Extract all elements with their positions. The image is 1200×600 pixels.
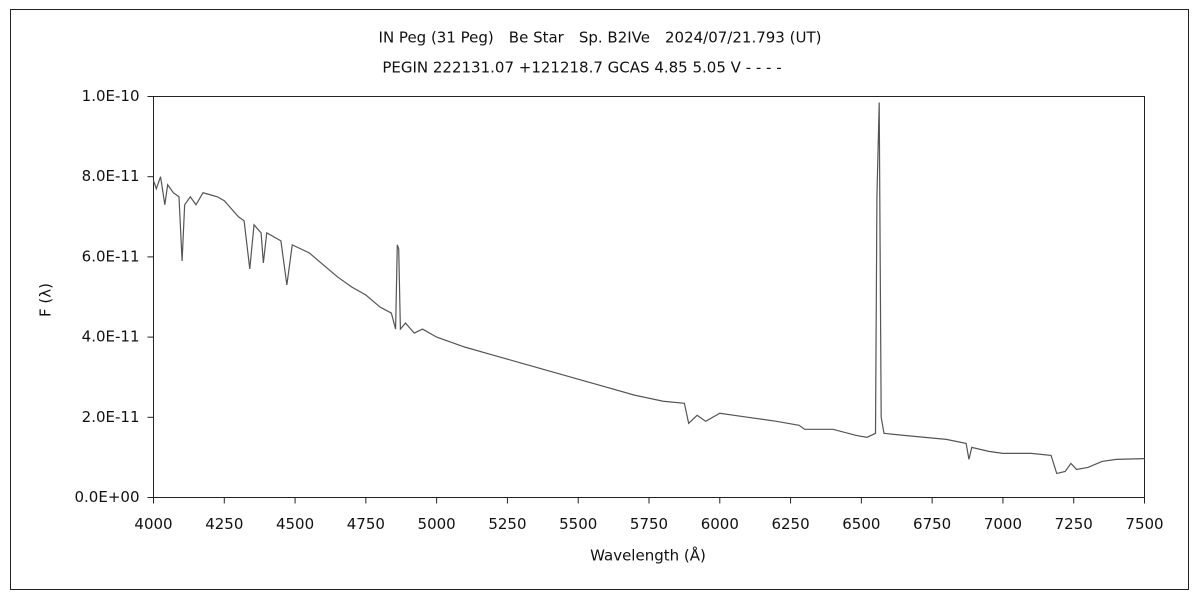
y-tick-label: 6.0E-11	[82, 247, 140, 265]
x-tick-label: 6250	[771, 515, 809, 533]
x-tick-label: 4500	[276, 515, 314, 533]
y-tick-label: 0.0E+00	[75, 488, 140, 506]
y-axis-label: F (λ)	[37, 283, 55, 317]
x-tick-label: 5000	[418, 515, 456, 533]
y-tick-label: 8.0E-11	[82, 167, 140, 185]
chart-subtitle: PEGIN 222131.07 +121218.7 GCAS 4.85 5.05…	[382, 59, 781, 77]
x-axis-label: Wavelength (Å)	[590, 546, 706, 565]
x-tick-label: 4250	[205, 515, 243, 533]
x-tick-label: 5750	[630, 515, 668, 533]
chart-title: IN Peg (31 Peg) Be Star Sp. B2IVe 2024/0…	[379, 29, 822, 47]
spectrum-line	[152, 102, 1145, 475]
plot-frame	[153, 96, 1145, 498]
y-tick-label: 4.0E-11	[82, 328, 140, 346]
x-tick-label: 4000	[134, 515, 172, 533]
x-tick-label: 7250	[1055, 515, 1093, 533]
x-tick-label: 6750	[913, 515, 951, 533]
x-tick-label: 7500	[1125, 515, 1163, 533]
x-tick-label: 5500	[559, 515, 597, 533]
x-tick-label: 5250	[488, 515, 526, 533]
x-tick-label: 7000	[984, 515, 1022, 533]
x-tick-label: 4750	[347, 515, 385, 533]
outer-frame	[10, 9, 1189, 590]
y-tick-label: 1.0E-10	[82, 87, 140, 105]
x-tick-label: 6500	[842, 515, 880, 533]
y-tick-label: 2.0E-11	[82, 408, 140, 426]
x-tick-label: 6000	[701, 515, 739, 533]
